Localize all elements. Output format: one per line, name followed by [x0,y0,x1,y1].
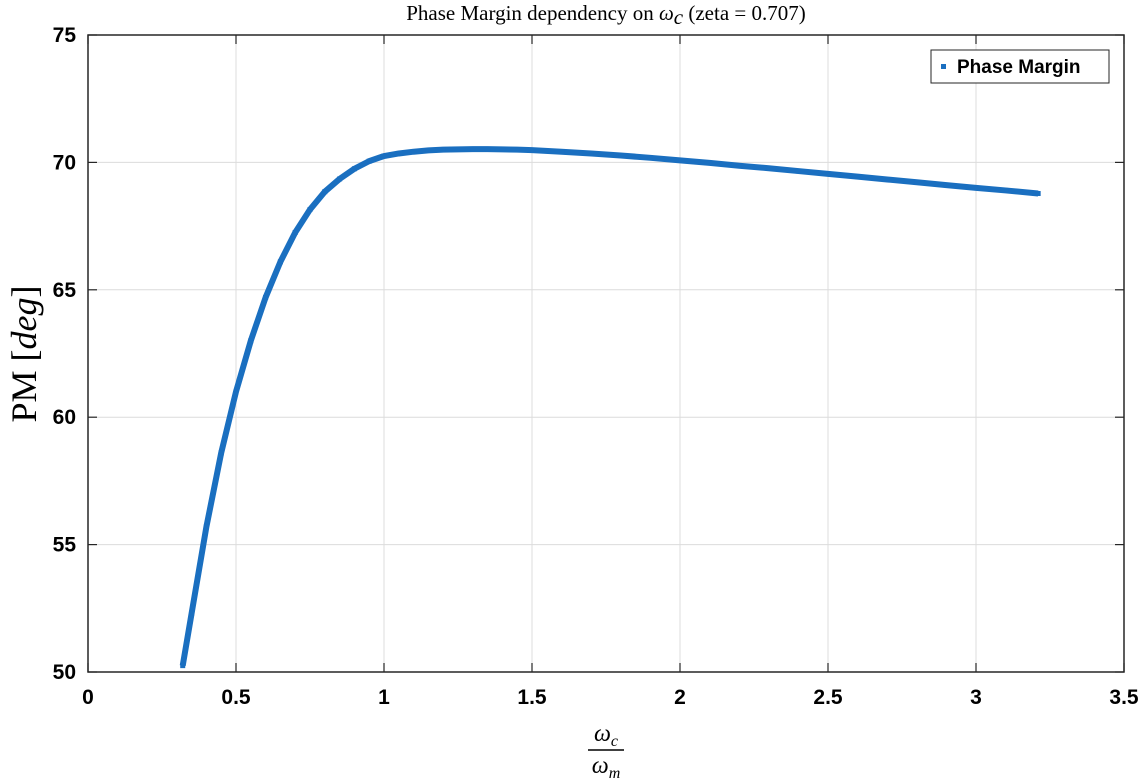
chart-title-suffix: (zeta = 0.707) [683,1,806,25]
data-point [425,147,431,153]
x-tick-label: 1 [378,686,390,709]
legend-marker [941,64,946,69]
x-axis-label-numerator-sub: c [611,733,618,750]
data-point [366,158,372,164]
data-point [485,146,491,152]
data-point [588,150,594,156]
data-point [1003,187,1009,193]
data-point [203,524,209,530]
data-point [499,146,505,152]
data-point [647,155,653,161]
y-tick-label: 60 [53,406,76,429]
data-point [307,207,313,213]
data-point [707,160,713,166]
data-point [263,294,269,300]
legend-entry-phase-margin: Phase Margin [957,57,1081,78]
x-tick-label: 1.5 [517,686,547,709]
chart-title-prefix: Phase Margin dependency on [406,1,659,25]
data-point [189,610,195,616]
data-point [381,153,387,159]
x-tick-label: 0.5 [221,686,251,709]
data-point [914,179,920,185]
data-point [795,168,801,174]
data-point [470,146,476,152]
data-point [440,147,446,153]
plot-frame [87,34,1125,673]
data-point [411,149,417,155]
y-axis-label-suffix: ] [4,285,44,297]
x-axis-label-denominator-sub: m [609,765,621,780]
y-tick-label: 55 [53,534,77,557]
y-axis-label: PM [deg] [4,285,44,422]
y-tick-label: 50 [53,661,76,684]
data-point [180,663,186,669]
chart-title-symbol-sub: c [674,5,684,29]
chart-title-symbol: ω [659,1,674,25]
data-point [514,147,520,153]
data-point [973,185,979,191]
data-point [455,146,461,152]
data-point [559,149,565,155]
x-axis-label-denominator-symbol: ω [592,753,609,779]
data-point [322,189,328,195]
data-point [677,157,683,163]
series-phase-margin-trace [179,146,1039,667]
axis-ticks [87,34,1125,673]
data-point [943,182,949,188]
x-tick-label: 3.5 [1109,686,1139,709]
y-tick-label: 75 [53,24,77,47]
plot-background [88,35,1124,672]
y-axis-label-prefix: PM [ [4,349,44,422]
x-axis-label: ωc ωm [588,721,624,780]
legend-box [930,49,1110,84]
series-layer [179,146,1041,669]
data-point [233,389,239,395]
x-tick-label: 2 [674,686,686,709]
data-point [766,165,772,171]
x-tick-label: 2.5 [813,686,843,709]
y-tick-label: 65 [53,279,77,302]
x-axis-label-denominator: ωm [592,753,621,780]
x-tick-label: 0 [82,686,94,709]
x-axis-label-numerator: ωc [594,721,618,750]
data-point [1035,190,1041,196]
y-axis-label-unit: deg [4,297,44,349]
data-point [884,176,890,182]
chart-title: Phase Margin dependency on ωc (zeta = 0.… [406,1,806,29]
data-point [396,150,402,156]
data-point [529,147,535,153]
y-tick-label: 70 [53,151,76,174]
data-point [337,176,343,182]
data-point [218,450,224,456]
tick-labels: 0 0.5 1 1.5 2 2.5 3 3.5 50 55 60 65 70 75 [53,24,1139,709]
legend: Phase Margin [930,49,1110,84]
data-point [618,153,624,159]
data-point [855,174,861,180]
data-point [277,259,283,265]
x-axis-label-numerator-symbol: ω [594,721,611,747]
data-point [736,163,742,169]
data-point [248,338,254,344]
data-point [292,229,298,235]
data-point [825,171,831,177]
data-point [351,166,357,172]
x-tick-label: 3 [970,686,982,709]
